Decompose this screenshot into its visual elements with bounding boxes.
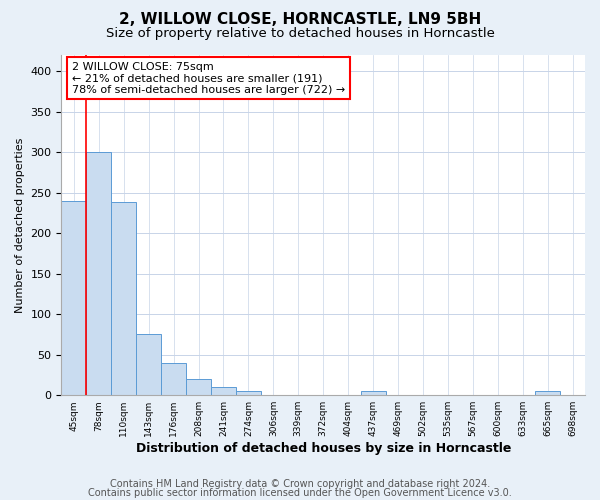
Bar [236, 391, 261, 395]
Bar [186, 379, 211, 395]
Y-axis label: Number of detached properties: Number of detached properties [15, 138, 25, 313]
Bar [136, 334, 161, 395]
Bar [161, 363, 186, 395]
Bar [61, 201, 86, 395]
Bar [361, 391, 386, 395]
Text: 2 WILLOW CLOSE: 75sqm
← 21% of detached houses are smaller (191)
78% of semi-det: 2 WILLOW CLOSE: 75sqm ← 21% of detached … [72, 62, 345, 95]
X-axis label: Distribution of detached houses by size in Horncastle: Distribution of detached houses by size … [136, 442, 511, 455]
Bar [211, 387, 236, 395]
Bar [86, 152, 111, 395]
Text: Contains HM Land Registry data © Crown copyright and database right 2024.: Contains HM Land Registry data © Crown c… [110, 479, 490, 489]
Bar [111, 202, 136, 395]
Text: Contains public sector information licensed under the Open Government Licence v3: Contains public sector information licen… [88, 488, 512, 498]
Text: 2, WILLOW CLOSE, HORNCASTLE, LN9 5BH: 2, WILLOW CLOSE, HORNCASTLE, LN9 5BH [119, 12, 481, 28]
Bar [535, 391, 560, 395]
Text: Size of property relative to detached houses in Horncastle: Size of property relative to detached ho… [106, 28, 494, 40]
